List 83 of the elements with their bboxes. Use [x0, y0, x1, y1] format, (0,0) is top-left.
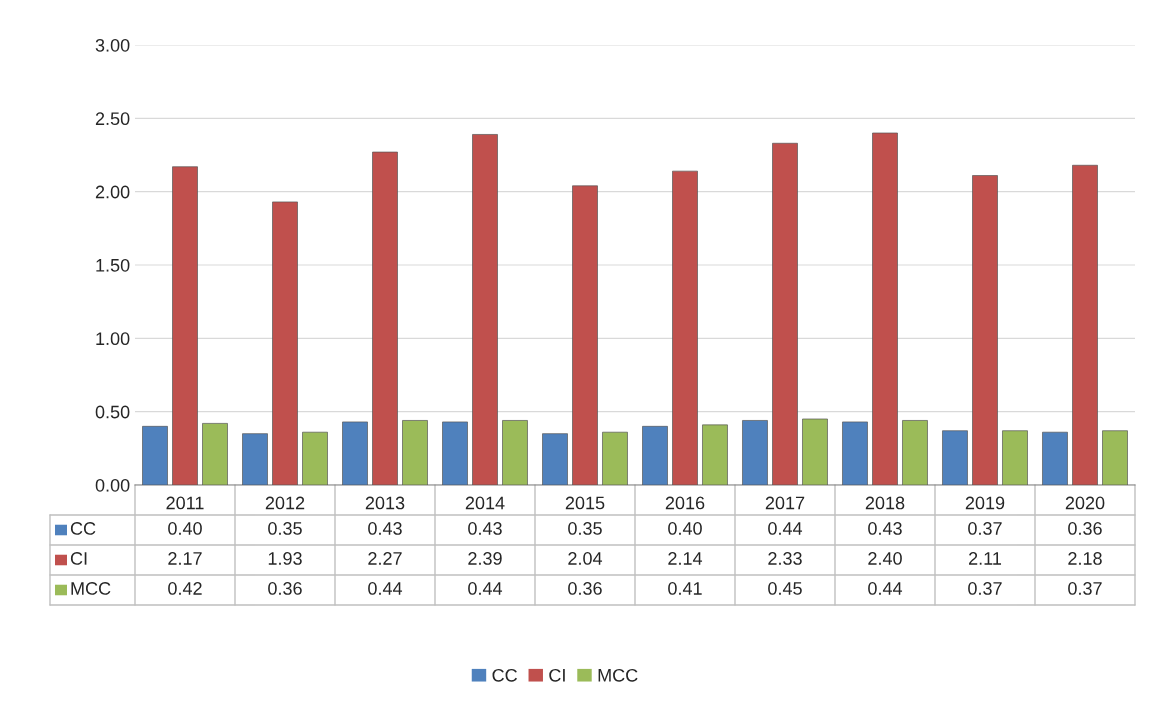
bar — [372, 151, 398, 485]
x-tick-label: 2016 — [665, 496, 705, 510]
bar — [802, 418, 828, 485]
legend-label: CC — [70, 522, 96, 535]
bar — [502, 420, 528, 485]
bar — [442, 421, 468, 485]
y-tick-label: 2.50 — [95, 112, 130, 126]
legend-label: CI — [70, 552, 87, 565]
data-label: 0.36 — [268, 582, 302, 595]
bar — [702, 424, 728, 485]
bar — [842, 421, 868, 485]
y-tick-label: 1.50 — [96, 258, 130, 272]
bar — [272, 201, 298, 485]
data-label: 2.14 — [668, 552, 703, 565]
bar — [542, 433, 568, 485]
data-label: 2.27 — [368, 552, 402, 565]
bar — [1072, 164, 1098, 485]
data-label: 0.43 — [868, 522, 902, 535]
x-tick-label: 2014 — [465, 496, 505, 510]
bar — [1002, 430, 1028, 485]
data-label: 2.33 — [768, 552, 802, 565]
data-label: 0.44 — [368, 582, 403, 595]
y-tick-label: 2.00 — [95, 185, 130, 199]
data-label: 0.40 — [168, 522, 202, 535]
data-label: 0.37 — [1068, 582, 1102, 595]
text: MCC — [598, 668, 638, 682]
bar — [342, 421, 368, 485]
x-tick-label: 2017 — [765, 496, 805, 510]
bar — [1042, 431, 1068, 485]
bar — [772, 142, 798, 485]
text: CI — [549, 668, 565, 682]
x-tick-label: 2011 — [166, 496, 204, 510]
data-label: 0.36 — [568, 582, 602, 595]
data-label: 2.11 — [969, 552, 1002, 565]
data-label: 0.42 — [168, 582, 202, 595]
bar — [302, 431, 328, 485]
data-label: 0.43 — [368, 522, 402, 535]
x-tick-label: 2018 — [865, 496, 905, 510]
data-label: 1.93 — [268, 552, 302, 565]
x-tick-label: 2020 — [1065, 496, 1105, 510]
bar — [902, 420, 928, 485]
bar — [672, 170, 698, 485]
data-label: 2.39 — [468, 552, 502, 565]
data-label: 0.41 — [668, 582, 702, 595]
data-label: 0.45 — [768, 582, 802, 595]
bar — [602, 431, 628, 485]
bar — [1102, 430, 1128, 485]
bar — [242, 433, 268, 485]
data-label: 2.18 — [1068, 552, 1102, 565]
data-label: 0.44 — [768, 522, 803, 535]
data-label: 0.36 — [1068, 522, 1102, 535]
x-tick-label: 2019 — [965, 496, 1005, 510]
bar — [572, 185, 598, 485]
data-label: 0.43 — [468, 522, 502, 535]
y-tick-label: 3.00 — [95, 38, 130, 52]
x-tick-label: 2015 — [565, 496, 605, 510]
bar — [942, 430, 968, 485]
bar — [972, 175, 998, 485]
bar — [142, 425, 168, 485]
data-label: 0.35 — [268, 522, 302, 535]
data-label: 0.37 — [968, 582, 1002, 595]
x-tick-label: 2013 — [365, 496, 405, 510]
bar — [172, 166, 198, 485]
bar — [402, 420, 428, 485]
legend-label: MCC — [71, 582, 111, 595]
bar — [642, 425, 668, 485]
data-label: 0.44 — [468, 582, 503, 595]
bar — [872, 132, 898, 485]
bar — [742, 420, 768, 485]
data-label: 2.17 — [168, 552, 202, 565]
bar — [202, 423, 228, 485]
y-tick-label: 0.00 — [95, 478, 130, 492]
data-label: 0.35 — [568, 522, 602, 535]
y-tick-label: 0.50 — [95, 405, 130, 419]
bar — [472, 134, 498, 485]
data-label: 0.40 — [668, 522, 702, 535]
data-label: 2.04 — [568, 552, 603, 565]
data-label: 0.37 — [968, 522, 1002, 535]
text: CC — [492, 668, 517, 682]
data-label: 0.44 — [868, 582, 903, 595]
x-tick-label: 2012 — [265, 496, 305, 510]
y-tick-label: 1.00 — [96, 332, 130, 346]
data-label: 2.40 — [868, 552, 902, 565]
